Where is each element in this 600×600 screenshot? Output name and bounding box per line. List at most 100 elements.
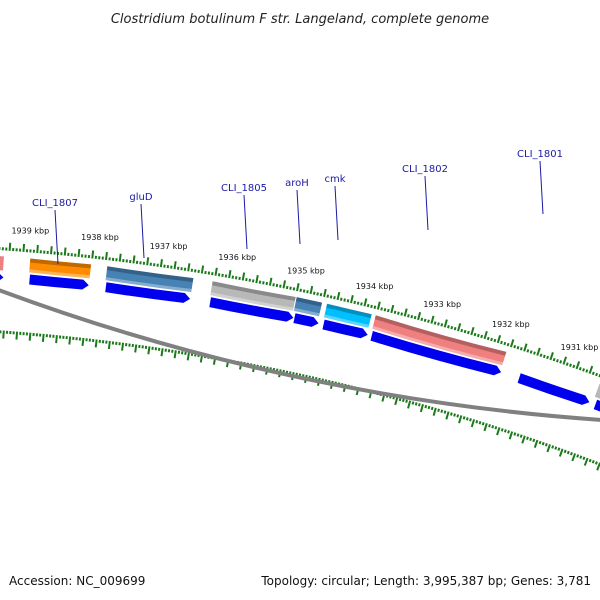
gene-bar-highlight [29, 269, 90, 279]
outer-tick [516, 346, 520, 350]
genome-summary-text: Topology: circular; Length: 3,995,387 bp… [261, 574, 591, 588]
inner-tick [440, 409, 444, 413]
cds-arrow-cli-1802 [370, 330, 502, 376]
inner-tick [582, 456, 586, 461]
inner-tick [55, 335, 58, 344]
inner-tick [544, 443, 548, 447]
inner-tick [521, 435, 526, 444]
outer-tick [585, 369, 589, 373]
inner-tick [516, 433, 520, 437]
inner-tick [558, 448, 564, 457]
tick-labels: 1939 kbp 1938 kbp 1937 kbp 1936 kbp 1935 kbp… [11, 226, 598, 352]
gene-bar-aroh [293, 297, 323, 317]
cds-arrow-cli-1807 [29, 274, 89, 290]
inner-tick [432, 407, 437, 416]
inner-tick [496, 427, 501, 436]
outer-tick [483, 330, 488, 340]
outer-tick [529, 350, 533, 354]
outer-tick [440, 323, 444, 327]
outer-tick [22, 243, 26, 252]
outer-tick [578, 366, 582, 371]
inner-tick [121, 342, 125, 351]
outer-tick [336, 291, 341, 301]
outer-tick [296, 283, 300, 292]
inner-tick [554, 446, 558, 450]
outer-tick [393, 310, 397, 315]
tick-label-1935-kbp: 1935 kbp [287, 267, 325, 276]
outer-tick [453, 326, 457, 331]
inner-tick [405, 399, 408, 403]
cds-arrow-cli-1805 [209, 297, 294, 322]
outer-tick [241, 272, 246, 281]
inner-tick [41, 333, 45, 342]
gene-bar-cmk [324, 303, 372, 328]
inner-tick [478, 421, 482, 425]
outer-tick [217, 273, 221, 277]
inner-tick [401, 398, 405, 403]
inner-tick [430, 406, 434, 411]
outer-tick [272, 283, 275, 287]
cds-arrows [0, 274, 600, 412]
label-leader [54, 209, 59, 265]
inner-tick [443, 410, 447, 414]
inner-tick [507, 430, 510, 434]
gene-bar-shade [211, 281, 296, 301]
outer-tick [224, 274, 228, 278]
inner-tick [541, 441, 545, 446]
outer-tick [302, 289, 306, 293]
outer-tick [292, 287, 296, 291]
gene-label-cli-1801: CLI_1801 [517, 149, 563, 160]
inner-tick [513, 432, 517, 436]
outer-tick [513, 344, 517, 349]
outer-tick [546, 355, 550, 360]
outer-tick [427, 319, 430, 323]
outer-tick [443, 319, 448, 328]
outer-tick [496, 335, 502, 344]
inner-tick [519, 434, 523, 438]
inner-tick [462, 416, 466, 420]
inner-tick [424, 404, 428, 409]
cds-arrow-cmk [322, 319, 368, 339]
outer-tick [480, 334, 484, 339]
outer-tick [447, 325, 450, 329]
outer-tick [245, 277, 248, 282]
outer-tick [214, 267, 218, 276]
inner-tick [458, 415, 463, 424]
inner-tick [68, 336, 72, 345]
outer-tick [258, 280, 262, 284]
gene-bar-shade [374, 315, 507, 356]
inner-tick [160, 348, 164, 357]
outer-tick [591, 371, 595, 376]
outer-tick [49, 246, 53, 255]
outer-tick [159, 259, 163, 268]
inner-tick [427, 405, 431, 410]
inner-tick [557, 447, 561, 451]
inner-tick [529, 437, 533, 442]
outer-tick [118, 253, 122, 262]
cds-arrow-edge [0, 274, 4, 280]
outer-tick [326, 294, 330, 298]
label-leader [140, 203, 145, 259]
label-leader [243, 194, 248, 250]
inner-tick [583, 457, 589, 466]
outer-tick [433, 321, 437, 325]
outer-tick [572, 364, 576, 369]
inner-tick [503, 429, 507, 433]
outer-tick [146, 257, 150, 266]
inner-tick [546, 444, 551, 453]
inner-tick [576, 454, 580, 458]
inner-tick [508, 431, 514, 440]
outer-tick [506, 342, 510, 347]
gene-bar-shade [326, 303, 372, 319]
outer-tick [187, 263, 191, 272]
gene-label-cli-1802: CLI_1802 [402, 164, 448, 175]
gene-label-cmk: cmk [324, 174, 345, 185]
outer-tick [400, 312, 404, 316]
outer-tick [420, 317, 424, 322]
inner-tick [566, 450, 570, 455]
gene-bar-highlight [210, 292, 294, 311]
outer-tick [329, 295, 333, 299]
outer-tick [523, 343, 528, 352]
outer-tick [265, 281, 269, 286]
outer-tick [323, 288, 327, 298]
